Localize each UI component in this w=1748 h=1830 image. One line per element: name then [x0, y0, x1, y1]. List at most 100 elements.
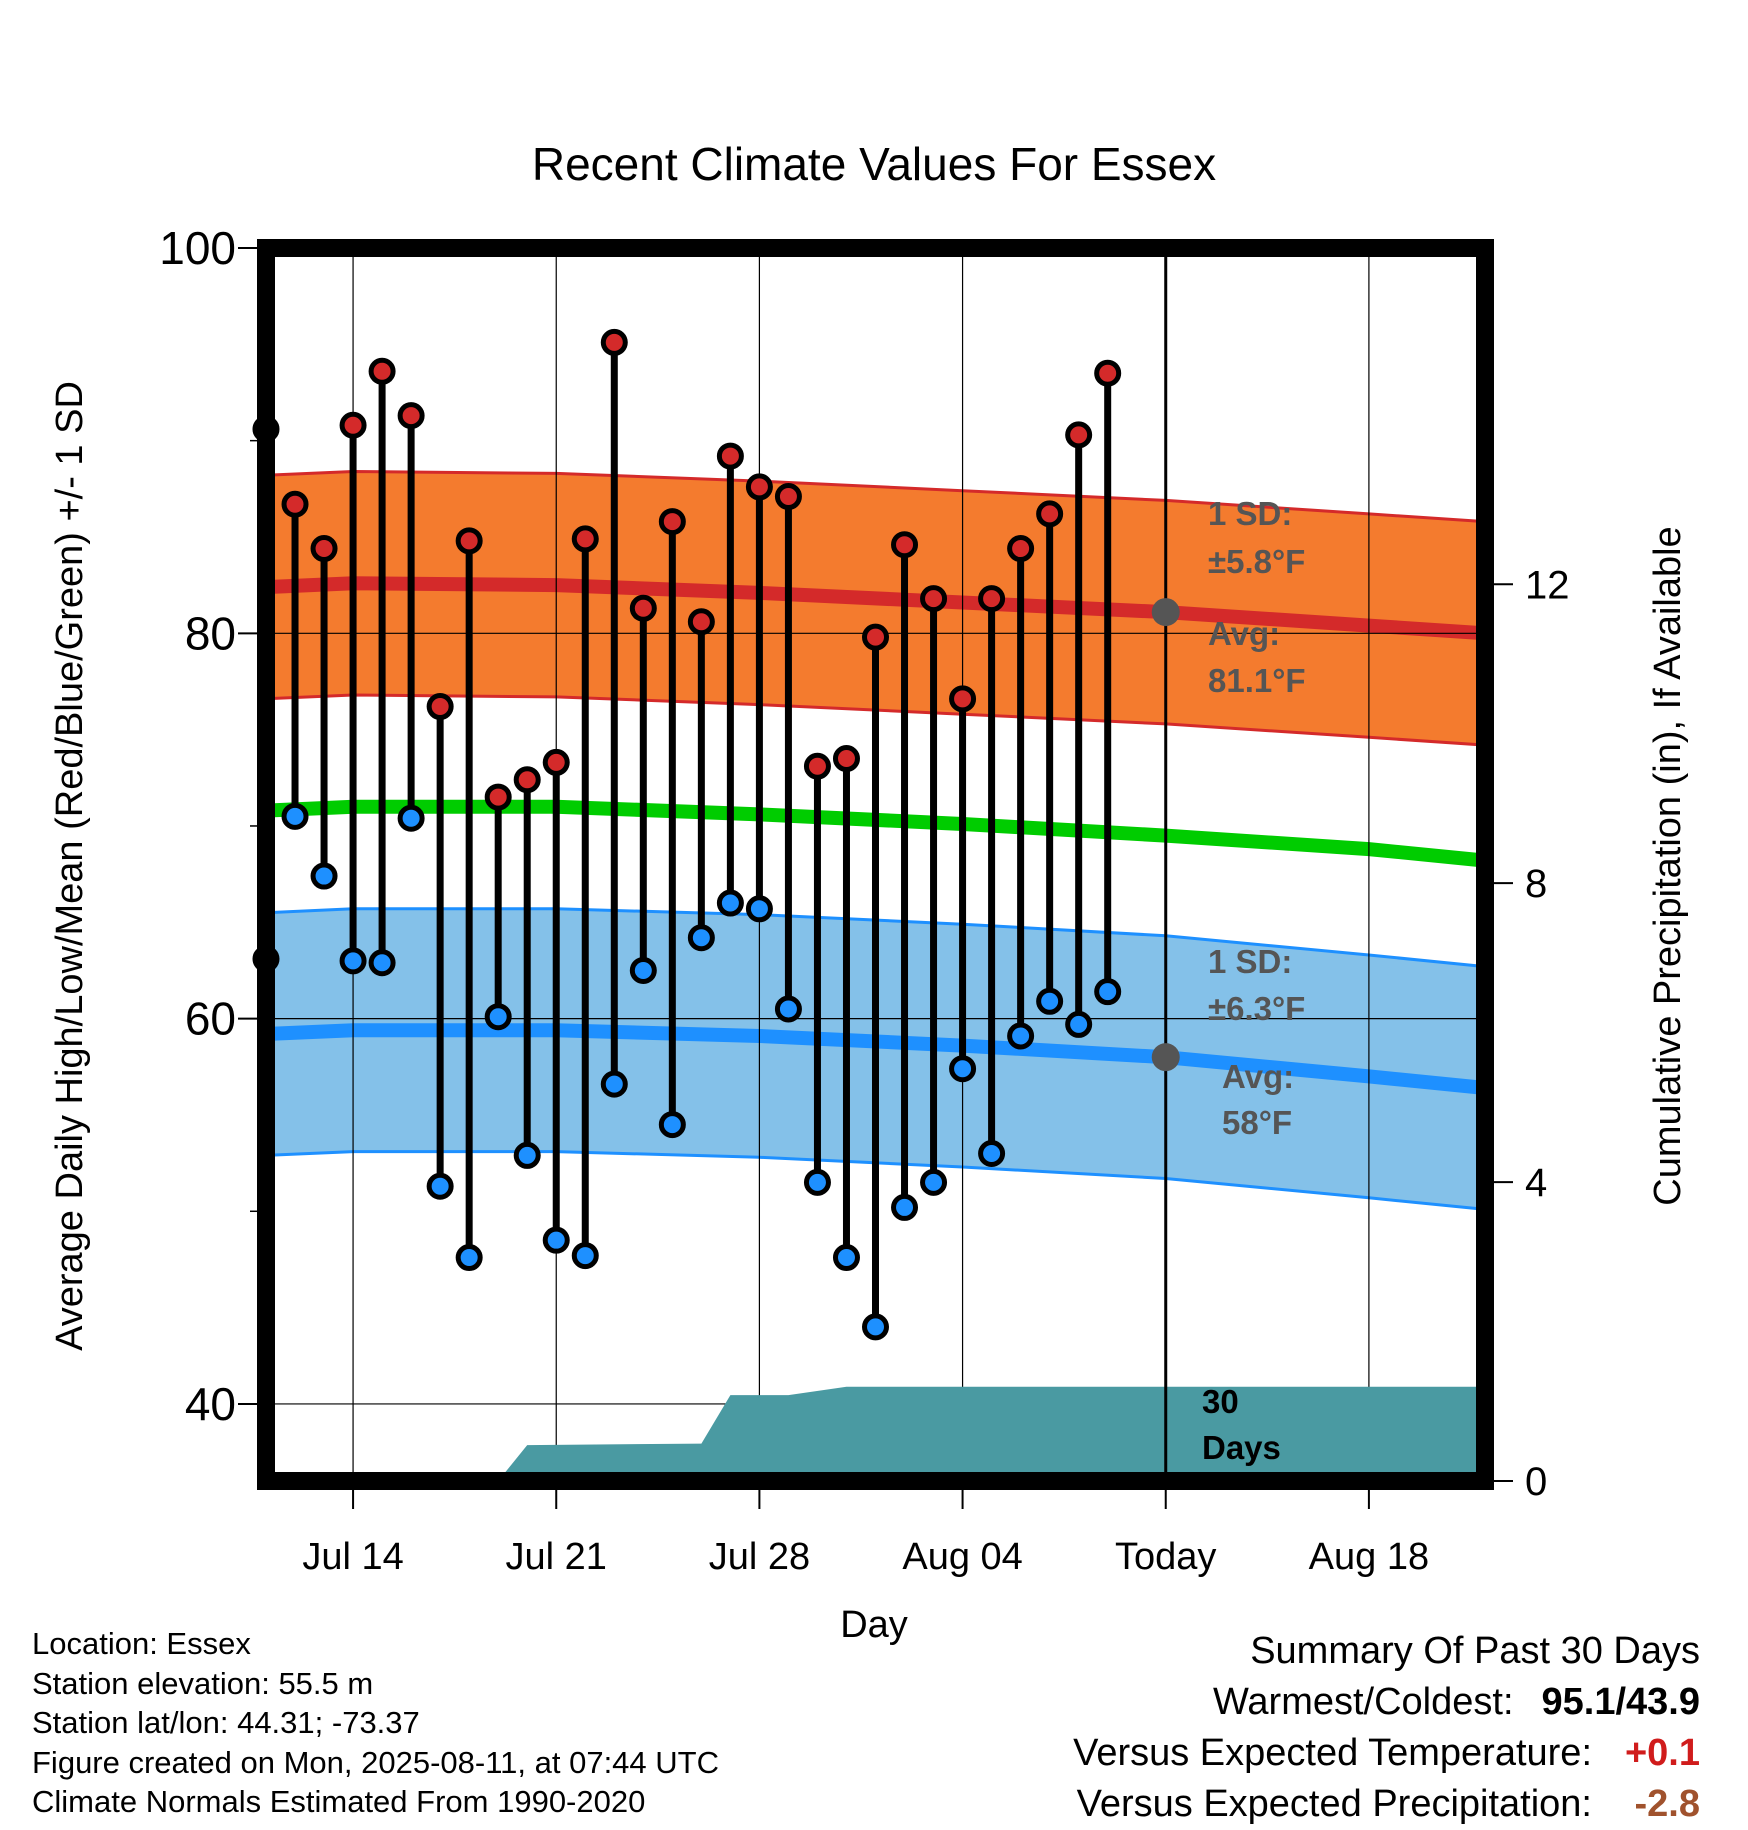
daily-high-point [1065, 421, 1093, 449]
high-sd-title: 1 SD: [1208, 495, 1292, 532]
daily-high-point [862, 623, 889, 651]
daily-low-point [368, 949, 396, 977]
daily-low-point [397, 804, 425, 832]
x-tick-label: Jul 21 [506, 1536, 607, 1578]
daily-high-point [571, 525, 599, 553]
y-axis-label-left: Average Daily High/Low/Mean (Red/Blue/Gr… [49, 381, 91, 1351]
low-sd-title: 1 SD: [1208, 943, 1292, 980]
daily-high-point [1094, 359, 1122, 387]
x-tick-label: Aug 18 [1309, 1536, 1429, 1578]
plot-border [257, 239, 1494, 1490]
high-avg-value: 81.1°F [1208, 662, 1306, 699]
daily-low-point [862, 1313, 889, 1341]
x-tick-label: Jul 28 [709, 1536, 810, 1578]
daily-high-point [920, 585, 948, 613]
daily-low-point [1007, 1022, 1035, 1050]
daily-high-point [1036, 500, 1064, 528]
high-avg-title: Avg: [1208, 615, 1280, 652]
low-band-lower-edge [265, 1150, 1486, 1211]
normal-high-line [265, 576, 1486, 641]
high-band-upper-edge [265, 469, 1486, 524]
daily-high-point [658, 508, 686, 536]
daily-low-point [687, 924, 715, 952]
x-tick-label: Aug 04 [902, 1536, 1022, 1578]
station-location: Location: Essex [32, 1626, 251, 1661]
daily-low-point [803, 1168, 831, 1196]
daily-low-point [1094, 978, 1122, 1006]
y-left-tick-label: 40 [185, 1378, 236, 1430]
daily-high-point [339, 411, 367, 439]
summary-heading: Summary Of Past 30 Days [1250, 1630, 1700, 1672]
precip-layer [266, 1386, 1485, 1481]
low-sd-value: ±6.3°F [1208, 990, 1305, 1027]
window-label-days: Days [1202, 1429, 1281, 1466]
x-tick-label: Jul 14 [302, 1536, 403, 1578]
daily-high-point [397, 402, 425, 430]
daily-low-point [920, 1168, 948, 1196]
daily-high-point [716, 442, 744, 470]
today-normal-low-dot [1151, 1043, 1180, 1072]
y-left-tick-label: 100 [159, 222, 236, 274]
annotations: 1 SD: ±5.8°F Avg: 81.1°F 1 SD: ±6.3°F Av… [1202, 495, 1306, 1466]
daily-low-point [281, 802, 309, 830]
daily-high-point [687, 608, 715, 636]
low-band-upper-edge [265, 907, 1486, 969]
daily-high-point [745, 473, 773, 501]
station-elevation: Station elevation: 55.5 m [32, 1665, 374, 1701]
daily-low-point [339, 947, 367, 975]
precip-vs-expected-label: Versus Expected Precipitation: [1076, 1783, 1592, 1825]
y-left-tick-label: 60 [185, 993, 236, 1045]
daily-high-point [803, 752, 831, 780]
axes: 40 60 80 100 0 4 8 12 Jul 14 Jul 21 Jul 28 Aug 04 To… [159, 222, 1569, 1578]
daily-high-point [426, 693, 454, 721]
y-right-tick-label: 12 [1525, 563, 1570, 607]
precip-vs-expected-value: -2.8 [1634, 1783, 1700, 1825]
daily-low-point [513, 1141, 541, 1169]
daily-low-point [542, 1226, 570, 1254]
daily-high-point [310, 535, 338, 563]
daily-high-point [484, 783, 512, 811]
daily-low-point [455, 1244, 483, 1272]
summary-panel: Summary Of Past 30 Days Warmest/Coldest:… [1073, 1625, 1700, 1830]
low-avg-value: 58°F [1222, 1104, 1292, 1141]
daily-high-point [774, 483, 802, 511]
daily-low-point [745, 895, 773, 923]
daily-low-point [774, 995, 802, 1023]
daily-high-point [600, 328, 628, 356]
warmest-coldest-value: 95.1/43.9 [1541, 1681, 1700, 1723]
summary-warmest-row: Warmest/Coldest: 95.1/43.9 [1073, 1677, 1700, 1728]
daily-high-point [891, 531, 919, 559]
high-band-lower-edge [265, 693, 1486, 747]
daily-low-point [426, 1172, 454, 1200]
daily-high-point [832, 745, 860, 773]
daily-low-point [1065, 1010, 1093, 1038]
climate-normals-note: Climate Normals Estimated From 1990-2020 [32, 1784, 646, 1819]
station-latlon: Station lat/lon: 44.31; -73.37 [32, 1705, 420, 1740]
today-normal-high-dot [1151, 598, 1180, 627]
daily-low-point [1036, 987, 1064, 1015]
daily-low-point [978, 1139, 1006, 1167]
daily-low-point [310, 862, 338, 890]
cumulative-precip-area [266, 1386, 1485, 1481]
temp-vs-expected-value: +0.1 [1624, 1732, 1700, 1774]
daily-high-point [978, 585, 1006, 613]
daily-low-point [832, 1244, 860, 1272]
daily-high-point [1007, 535, 1035, 563]
chart-title: Recent Climate Values For Essex [532, 138, 1216, 190]
summary-precip-row: Versus Expected Precipitation: -2.8 [1073, 1779, 1700, 1830]
low-avg-title: Avg: [1222, 1058, 1294, 1095]
daily-low-point [658, 1111, 686, 1139]
high-sd-value: ±5.8°F [1208, 543, 1305, 580]
daily-low-point [571, 1242, 599, 1270]
x-axis-label: Day [840, 1604, 908, 1646]
daily-low-point [600, 1070, 628, 1098]
daily-low-point [891, 1193, 919, 1221]
station-info: Location: Essex Station elevation: 55.5 … [32, 1624, 719, 1822]
today-layer [1151, 248, 1180, 1481]
high-sd-band [266, 471, 1485, 746]
normal-low-line [265, 1023, 1486, 1095]
daily-high-point [949, 685, 977, 713]
y-right-tick-label: 4 [1525, 1161, 1547, 1205]
y-right-tick-label: 8 [1525, 862, 1547, 906]
